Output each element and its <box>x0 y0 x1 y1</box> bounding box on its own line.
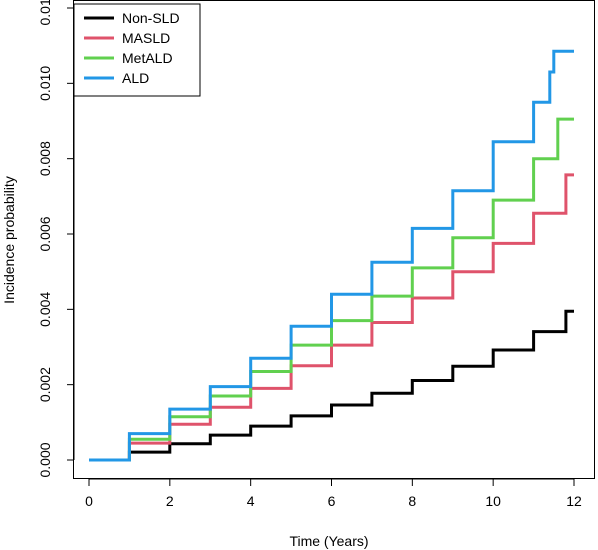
y-axis: 0.000 0.002 0.004 0.006 0.008 0.010 0.012 <box>37 0 75 478</box>
x-tick-label: 8 <box>408 493 416 509</box>
y-tick-label: 0.008 <box>37 141 53 176</box>
x-tick-label: 4 <box>247 493 255 509</box>
y-tick-label: 0.012 <box>37 0 53 26</box>
y-tick-label: 0.010 <box>37 66 53 101</box>
legend-label-non-sld: Non-SLD <box>122 10 180 26</box>
y-tick-label: 0.004 <box>37 292 53 327</box>
legend: Non-SLD MASLD MetALD ALD <box>73 3 201 97</box>
y-tick-label: 0.006 <box>37 216 53 251</box>
series-line-non-sld <box>89 309 574 462</box>
x-tick-label: 10 <box>485 493 501 509</box>
x-tick-label: 0 <box>85 493 93 509</box>
y-axis-label: Incidence probability <box>1 176 17 304</box>
series-line-metald <box>89 117 574 462</box>
x-axis: 0 2 4 6 8 10 12 <box>85 478 582 509</box>
x-tick-label: 12 <box>566 493 582 509</box>
x-axis-label: Time (Years) <box>289 533 368 549</box>
x-tick-label: 2 <box>166 493 174 509</box>
legend-label-masld: MASLD <box>122 30 170 46</box>
legend-label-ald: ALD <box>122 70 149 86</box>
series-line-ald <box>89 49 574 462</box>
legend-label-metald: MetALD <box>122 50 173 66</box>
x-tick-label: 6 <box>328 493 336 509</box>
series-line-masld <box>89 173 574 462</box>
series-layer <box>89 49 574 462</box>
y-tick-label: 0.000 <box>37 442 53 477</box>
y-tick-label: 0.002 <box>37 367 53 402</box>
